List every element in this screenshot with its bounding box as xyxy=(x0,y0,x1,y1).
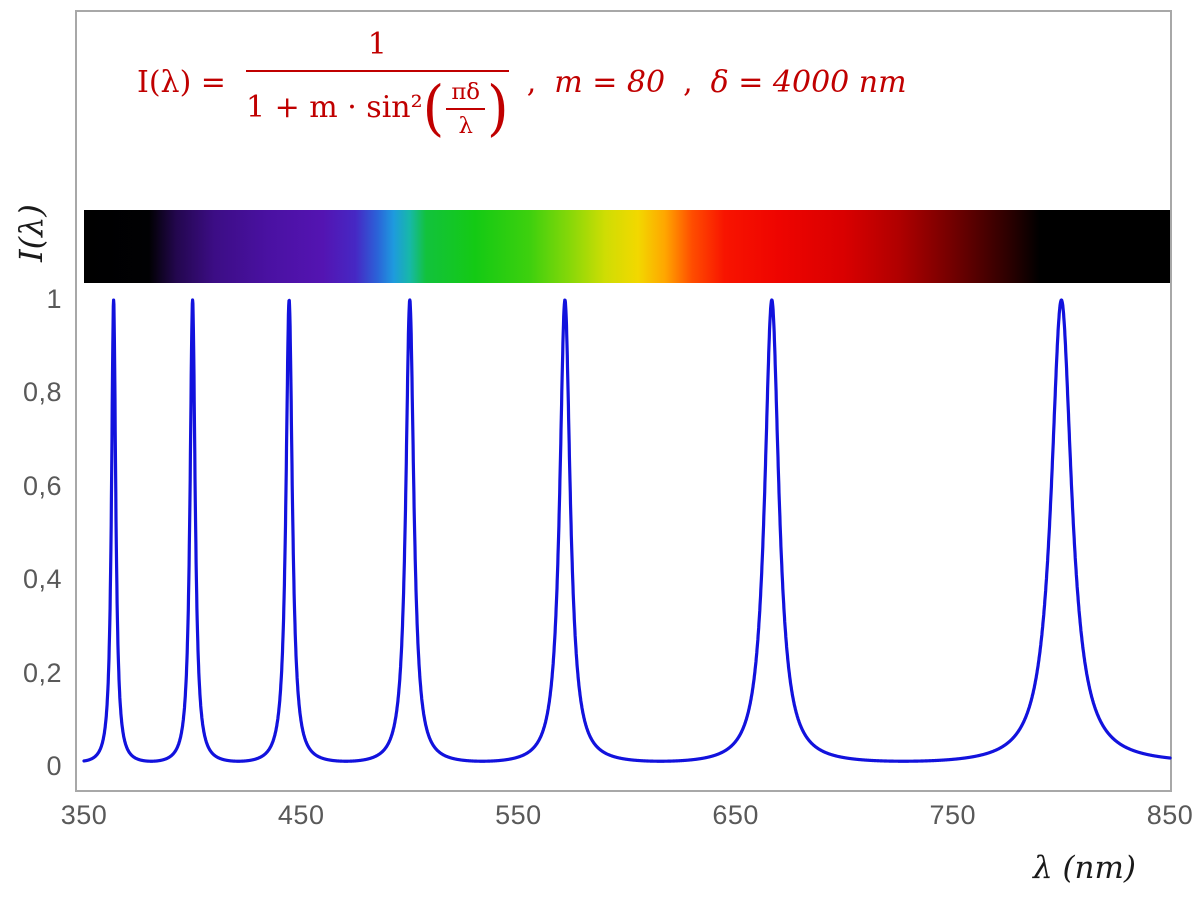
formula: I(λ) = 1 1 + m · sin² ( πδ λ ) , m = xyxy=(137,27,907,139)
intensity-curve xyxy=(82,298,1172,763)
formula-inner-fraction: πδ λ xyxy=(446,79,486,139)
close-paren: ) xyxy=(487,73,509,144)
formula-inner-denominator: λ xyxy=(458,112,473,139)
formula-separator: , xyxy=(683,65,693,101)
x-tick-label: 650 xyxy=(712,800,759,830)
x-tick-label: 450 xyxy=(277,800,325,830)
x-tick-label: 750 xyxy=(929,800,977,830)
formula-param-m: m = 80 xyxy=(554,65,666,101)
formula-param-delta: δ = 4000 nm xyxy=(710,65,907,101)
y-axis-label: I(λ) xyxy=(12,204,50,262)
open-paren: ( xyxy=(422,73,445,144)
x-tick-label: 350 xyxy=(60,800,108,830)
formula-denominator: 1 + m · sin² ( πδ λ ) xyxy=(246,72,509,139)
spectrum-bar xyxy=(84,210,1170,283)
intensity-curve-path xyxy=(82,298,1172,763)
formula-denominator-prefix: 1 + m · sin² xyxy=(245,90,423,126)
x-axis-label: λ (nm) xyxy=(1032,850,1136,886)
formula-numerator: 1 xyxy=(245,27,509,72)
y-tick-label: 0,4 xyxy=(22,564,62,595)
x-axis-ticks: 350 450 550 650 750 850 xyxy=(61,800,1193,836)
y-tick-label: 0,6 xyxy=(22,470,62,501)
formula-separator: , xyxy=(526,65,537,101)
formula-lhs: I(λ) = xyxy=(137,65,226,101)
y-tick-label: 1 xyxy=(46,283,62,314)
y-tick-label: 0 xyxy=(46,750,62,781)
y-tick-label: 0,8 xyxy=(22,377,62,408)
formula-fraction: 1 1 + m · sin² ( πδ λ ) xyxy=(245,27,509,139)
x-tick-label: 550 xyxy=(495,800,542,830)
y-tick-label: 0,2 xyxy=(22,657,62,688)
y-axis-ticks: 1 0,8 0,6 0,4 0,2 0 xyxy=(0,284,64,781)
formula-inner-numerator: πδ xyxy=(446,79,486,110)
x-tick-label: 850 xyxy=(1146,800,1194,830)
plot-frame: I(λ) = 1 1 + m · sin² ( πδ λ ) , m = xyxy=(75,10,1172,792)
